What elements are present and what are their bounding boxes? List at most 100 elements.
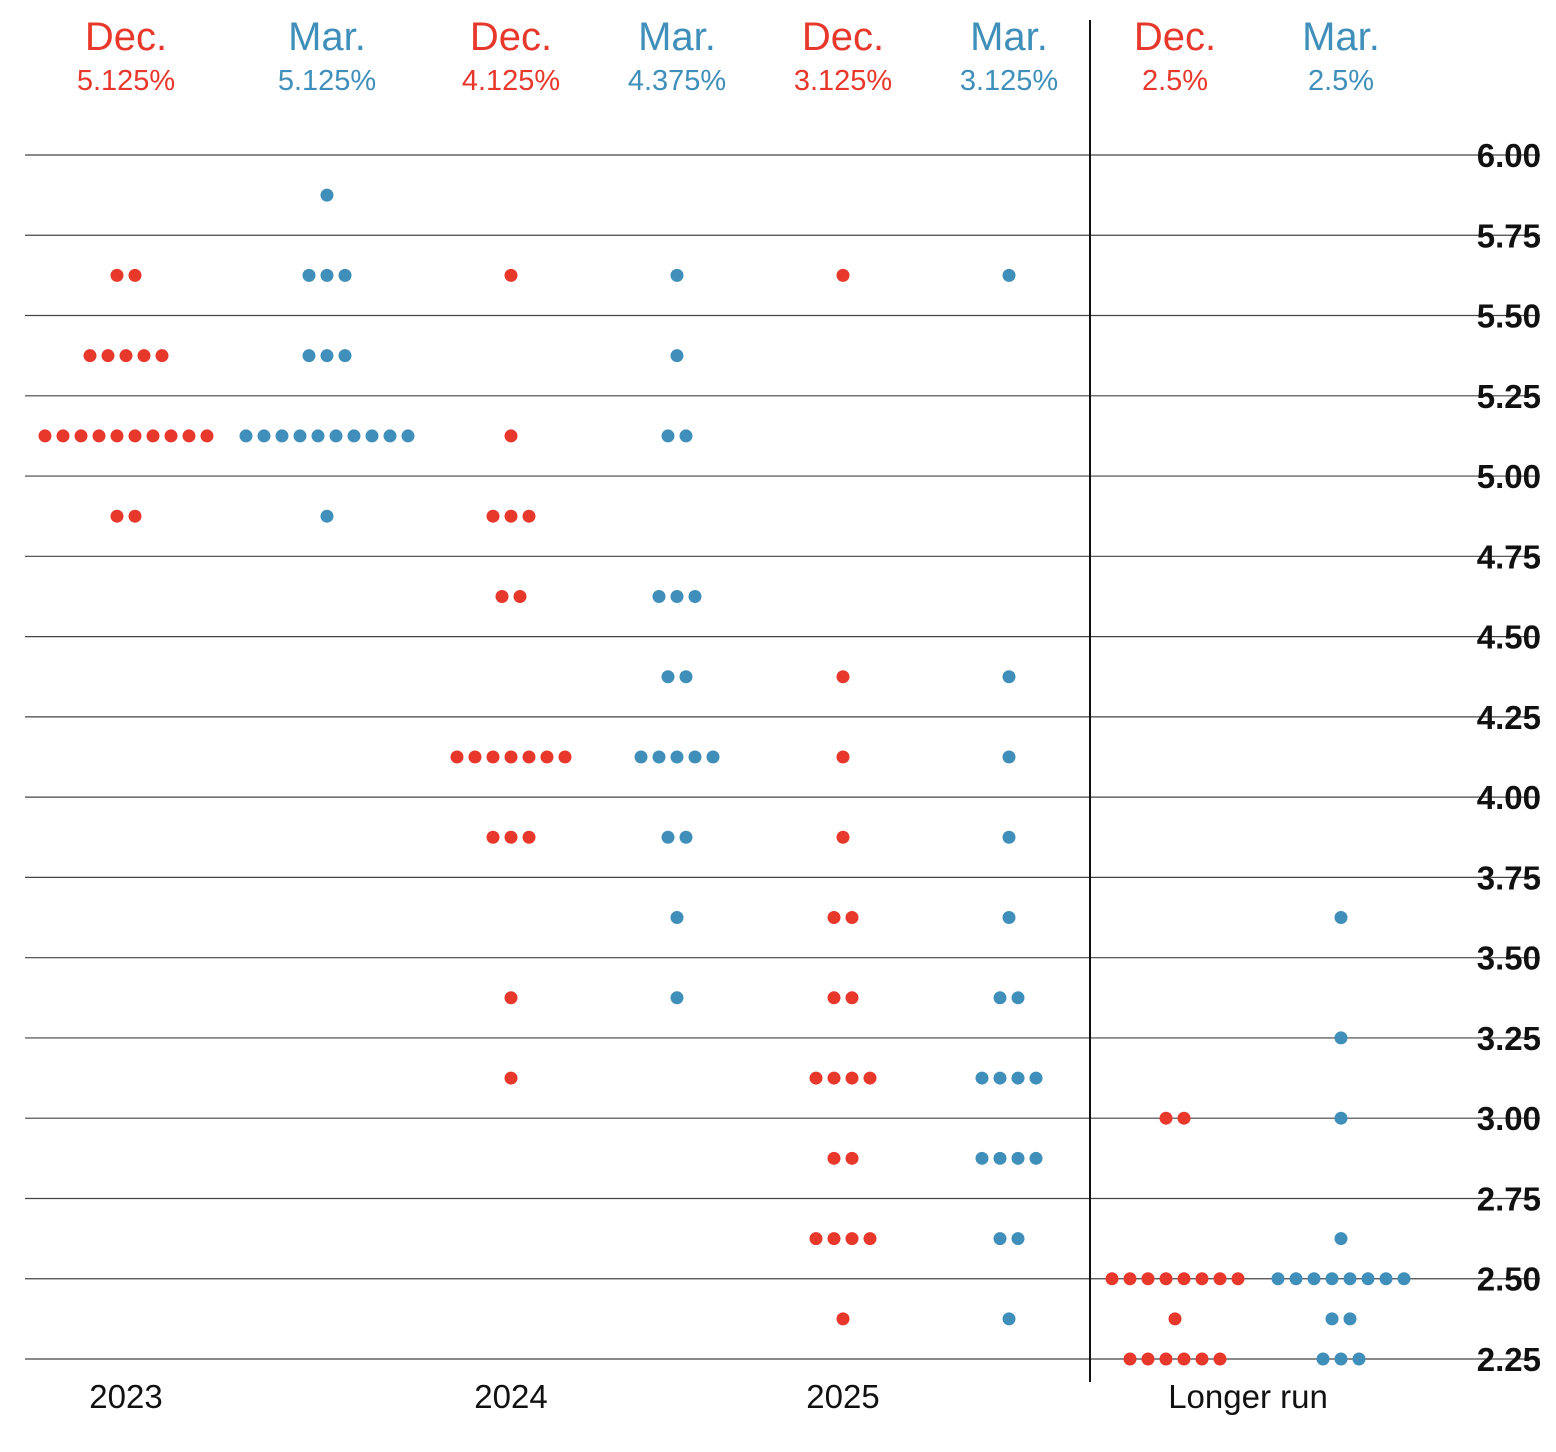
dot	[504, 830, 518, 844]
dot	[679, 429, 693, 443]
dot	[128, 509, 142, 523]
dot	[513, 589, 527, 603]
dot	[1002, 750, 1016, 764]
dot	[182, 429, 196, 443]
dot	[146, 429, 160, 443]
dot	[504, 268, 518, 282]
dot	[1002, 911, 1016, 925]
dot	[1316, 1352, 1330, 1366]
dot	[239, 429, 253, 443]
dot	[522, 509, 536, 523]
dot	[155, 349, 169, 363]
dot	[1343, 1312, 1357, 1326]
dot	[706, 750, 720, 764]
dot	[993, 991, 1007, 1005]
dot	[845, 1232, 859, 1246]
dot	[119, 349, 133, 363]
dot	[1141, 1352, 1155, 1366]
dot	[486, 830, 500, 844]
dot	[1123, 1352, 1137, 1366]
dot	[347, 429, 361, 443]
dot	[1343, 1272, 1357, 1286]
y-tick-label: 3.50	[1477, 940, 1541, 977]
dot	[293, 429, 307, 443]
dot	[827, 1232, 841, 1246]
dot	[975, 1071, 989, 1085]
dot	[845, 911, 859, 925]
dot	[863, 1071, 877, 1085]
dot	[863, 1232, 877, 1246]
dot	[836, 268, 850, 282]
dot	[1289, 1272, 1303, 1286]
column-median: 3.125%	[794, 65, 892, 97]
dot	[1325, 1272, 1339, 1286]
dot	[468, 750, 482, 764]
dot	[1352, 1352, 1366, 1366]
dot-column	[38, 268, 214, 523]
dot	[137, 349, 151, 363]
dot	[128, 429, 142, 443]
dot	[110, 509, 124, 523]
dot	[1231, 1272, 1245, 1286]
dot	[1011, 991, 1025, 1005]
dot	[1334, 1031, 1348, 1045]
column-label: Dec.	[802, 15, 884, 59]
dot	[1002, 670, 1016, 684]
dot	[540, 750, 554, 764]
dot	[1195, 1272, 1209, 1286]
column-label: Mar.	[638, 15, 716, 59]
dot	[1159, 1272, 1173, 1286]
y-tick-label: 4.75	[1477, 538, 1541, 575]
dot	[1361, 1272, 1375, 1286]
y-tick-label: 3.25	[1477, 1020, 1541, 1057]
dot	[101, 349, 115, 363]
column-label: Mar.	[970, 15, 1048, 59]
dot	[1141, 1272, 1155, 1286]
dot	[827, 911, 841, 925]
dot	[1334, 911, 1348, 925]
dot-column	[1271, 911, 1411, 1366]
dot	[661, 830, 675, 844]
dot	[1168, 1312, 1182, 1326]
dot	[670, 589, 684, 603]
dot	[1213, 1272, 1227, 1286]
dot	[401, 429, 415, 443]
dot	[634, 750, 648, 764]
dot	[836, 1312, 850, 1326]
column-label: Dec.	[470, 15, 552, 59]
dot-column	[1105, 1111, 1245, 1366]
dot	[302, 349, 316, 363]
y-tick-label: 3.75	[1477, 859, 1541, 896]
dot	[1271, 1272, 1285, 1286]
dot	[1397, 1272, 1411, 1286]
dot	[450, 750, 464, 764]
dot	[164, 429, 178, 443]
x-category-label: 2025	[806, 1378, 879, 1415]
dot	[670, 991, 684, 1005]
dot	[522, 750, 536, 764]
dot	[504, 750, 518, 764]
y-axis-ticks: 6.00 5.75 5.50 5.25 5.00 4.75 4.50 4.25 4.00 3.75…	[1477, 137, 1541, 1378]
dot-column	[239, 188, 415, 523]
dot	[679, 670, 693, 684]
dot	[1002, 1312, 1016, 1326]
dot	[652, 750, 666, 764]
dot	[827, 1071, 841, 1085]
dot	[1334, 1111, 1348, 1125]
column-label: Dec.	[1134, 15, 1216, 59]
dot	[1213, 1352, 1227, 1366]
dot	[338, 268, 352, 282]
y-tick-label: 2.50	[1477, 1261, 1541, 1298]
y-tick-label: 4.25	[1477, 699, 1541, 736]
dot-column	[450, 268, 572, 1085]
dot	[495, 589, 509, 603]
dot	[486, 750, 500, 764]
dot	[670, 268, 684, 282]
column-median: 3.125%	[960, 65, 1058, 97]
dot	[1029, 1071, 1043, 1085]
column-label: Mar.	[1302, 15, 1380, 59]
dot	[320, 188, 334, 202]
dot	[1177, 1111, 1191, 1125]
dot	[128, 268, 142, 282]
